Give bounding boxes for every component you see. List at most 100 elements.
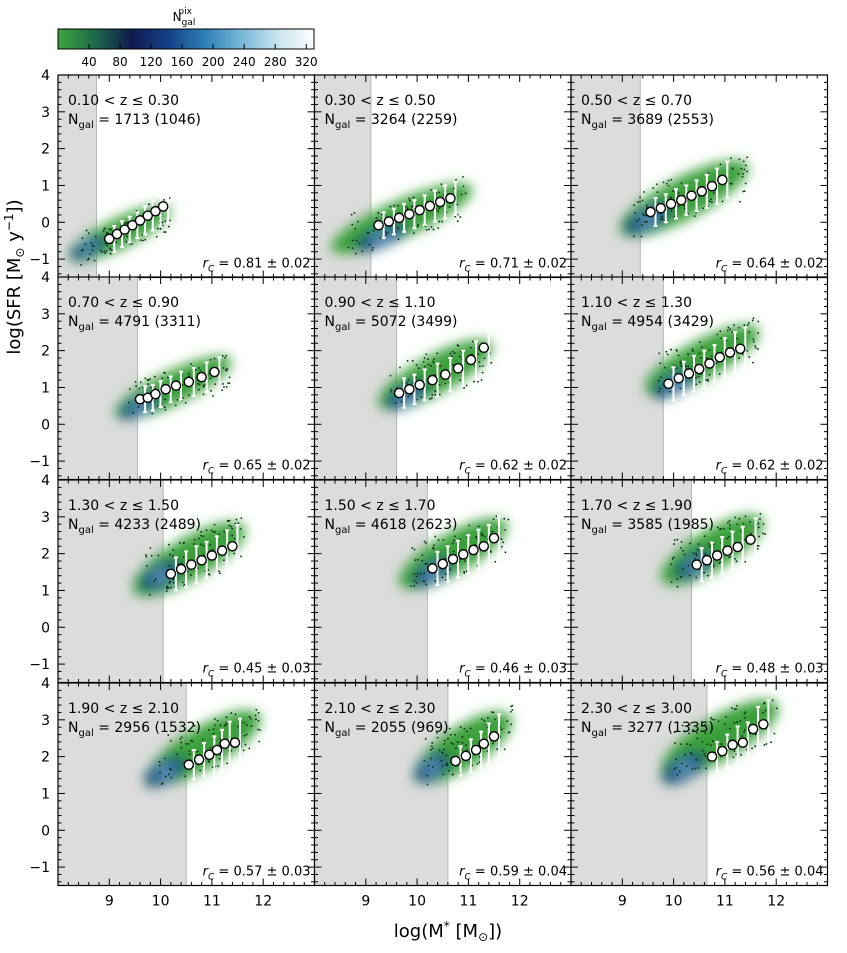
correlation-label: rC = 0.64 ± 0.02 bbox=[716, 257, 824, 275]
galaxy-dot bbox=[676, 578, 679, 580]
median-point bbox=[427, 374, 438, 386]
x-tick-label: 11 bbox=[203, 894, 221, 910]
galaxy-dot bbox=[758, 535, 761, 538]
mass-limit-shade bbox=[314, 277, 397, 480]
median-point bbox=[142, 210, 154, 221]
galaxy-dot bbox=[436, 736, 439, 739]
galaxy-dot bbox=[441, 751, 443, 754]
galaxy-dot bbox=[694, 767, 697, 770]
x-tick-label: 12 bbox=[511, 894, 529, 910]
galaxy-dot bbox=[214, 383, 217, 386]
galaxy-dot bbox=[109, 248, 112, 251]
galaxy-dot bbox=[248, 747, 251, 750]
galaxy-dot bbox=[704, 755, 707, 757]
galaxy-dot bbox=[720, 337, 723, 340]
galaxy-dot bbox=[426, 783, 429, 786]
galaxy-dot bbox=[412, 232, 415, 235]
galaxy-dot bbox=[751, 747, 753, 750]
y-tick-label: 2 bbox=[41, 142, 50, 158]
galaxy-dot bbox=[145, 564, 148, 567]
panel-frame bbox=[570, 682, 829, 887]
galaxy-dot bbox=[742, 190, 745, 193]
galaxy-dot bbox=[728, 527, 731, 530]
galaxy-dot bbox=[147, 383, 149, 385]
galaxy-dot bbox=[725, 716, 727, 718]
y-tick-label: 0 bbox=[41, 823, 50, 839]
galaxy-dot bbox=[161, 782, 164, 784]
galaxy-dot bbox=[226, 367, 229, 370]
galaxy-dot bbox=[169, 219, 171, 222]
galaxy-dot bbox=[669, 196, 672, 199]
galaxy-dot bbox=[464, 744, 467, 747]
galaxy-dot bbox=[202, 544, 205, 547]
galaxy-dot bbox=[222, 367, 225, 369]
galaxy-dot bbox=[105, 250, 108, 252]
galaxy-dot bbox=[444, 557, 447, 560]
galaxy-dot bbox=[477, 353, 479, 356]
panel-ticks bbox=[314, 683, 572, 886]
galaxy-dot bbox=[741, 175, 744, 178]
galaxy-dot bbox=[144, 554, 147, 556]
median-point bbox=[157, 201, 169, 212]
galaxy-dot bbox=[216, 719, 219, 722]
correlation-label: rC = 0.65 ± 0.02 bbox=[203, 459, 311, 477]
galaxy-dot bbox=[171, 555, 174, 557]
galaxy-dot bbox=[384, 231, 387, 233]
galaxy-dot bbox=[673, 539, 676, 541]
galaxy-dot bbox=[710, 198, 713, 201]
panel-ticks bbox=[314, 277, 572, 480]
galaxy-dot bbox=[196, 382, 199, 385]
galaxy-dot bbox=[190, 362, 192, 365]
galaxy-dot bbox=[164, 231, 167, 233]
redshift-range-label: 1.70 < z ≤ 1.90 bbox=[581, 498, 692, 514]
median-point bbox=[150, 388, 161, 400]
galaxy-dot bbox=[718, 373, 721, 376]
galaxy-dot bbox=[245, 733, 248, 736]
galaxy-dot bbox=[671, 557, 674, 560]
colorbar-label: Ngalpix bbox=[173, 7, 196, 28]
galaxy-dot bbox=[404, 205, 407, 208]
galaxy-dot bbox=[144, 238, 147, 241]
galaxy-dot bbox=[413, 585, 416, 587]
median-point bbox=[696, 186, 708, 197]
galaxy-dot bbox=[676, 538, 679, 541]
galaxy-dot bbox=[240, 517, 243, 520]
galaxy-dot bbox=[449, 352, 452, 355]
panel: 1.70 < z ≤ 1.90 Ngal = 3585 (1985) rC = 0.… bbox=[570, 479, 829, 684]
median-point bbox=[111, 228, 123, 240]
galaxy-dot bbox=[170, 776, 173, 779]
galaxy-dot bbox=[659, 387, 661, 390]
galaxy-dot bbox=[451, 363, 454, 366]
y-tick-label: 1 bbox=[41, 583, 50, 599]
galaxy-dot bbox=[448, 727, 451, 730]
median-point bbox=[209, 366, 220, 378]
galaxy-dot bbox=[495, 515, 498, 518]
panel-ticks bbox=[58, 480, 315, 683]
galaxy-dot bbox=[688, 724, 691, 727]
ngal-label: Ngal = 2055 (969) bbox=[325, 720, 449, 739]
colorbar-tick-label: 200 bbox=[202, 55, 225, 69]
galaxy-dot bbox=[165, 590, 168, 593]
galaxy-dot bbox=[110, 228, 112, 231]
galaxy-dot bbox=[347, 246, 350, 249]
galaxy-dot bbox=[237, 725, 240, 728]
median-point bbox=[427, 563, 438, 574]
galaxy-dot bbox=[372, 246, 374, 249]
galaxy-dot bbox=[352, 239, 354, 242]
galaxy-dot bbox=[644, 221, 646, 223]
y-tick-label: 4 bbox=[41, 270, 50, 286]
redshift-range-label: 2.10 < z ≤ 2.30 bbox=[325, 701, 436, 717]
galaxy-dot bbox=[222, 383, 224, 385]
mass-limit-shade bbox=[571, 683, 707, 886]
galaxy-dot bbox=[703, 535, 706, 538]
galaxy-dot bbox=[712, 740, 714, 743]
galaxy-dot bbox=[756, 547, 759, 550]
galaxy-dot bbox=[453, 352, 456, 354]
median-point bbox=[383, 216, 395, 227]
median-point bbox=[665, 198, 677, 210]
galaxy-dot bbox=[641, 224, 644, 227]
median-point bbox=[134, 215, 146, 226]
median-point bbox=[229, 737, 241, 748]
galaxy-dot bbox=[138, 387, 141, 390]
